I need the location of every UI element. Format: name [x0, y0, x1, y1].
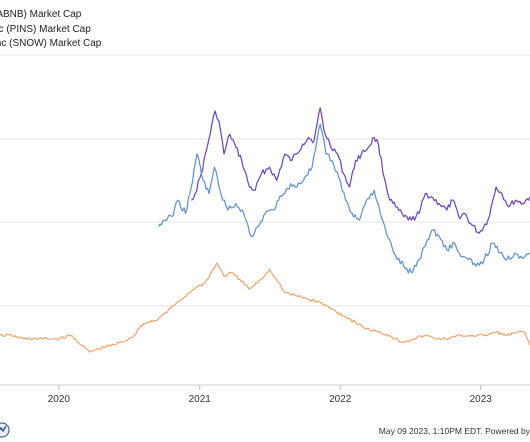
x-tick-label: 2021 [189, 394, 212, 405]
series-line-0 [191, 107, 530, 234]
series-line-1 [0, 262, 530, 353]
x-axis-ticks: 2020 2021 2022 2023 [48, 385, 493, 405]
legend-item-abnb[interactable]: (ABNB) Market Cap [0, 8, 101, 23]
ycharts-logo-icon [0, 422, 10, 438]
chart-legend: (ABNB) Market Cap nc (PINS) Market Cap I… [0, 8, 101, 52]
legend-label-snow: Inc (SNOW) Market Cap [0, 38, 102, 49]
x-tick-label: 2023 [470, 394, 493, 405]
x-tick-label: 2020 [48, 394, 71, 405]
x-tick-label: 2022 [329, 394, 352, 405]
chart-grid [0, 54, 530, 386]
legend-label-abnb: (ABNB) Market Cap [0, 9, 82, 20]
chart-footer: May 09 2023, 1:10PM EDT. Powered by [378, 426, 530, 436]
legend-label-pins: nc (PINS) Market Cap [0, 23, 91, 35]
chart-series [0, 107, 530, 353]
series-line-2 [158, 123, 530, 274]
legend-item-pins[interactable]: nc (PINS) Market Cap [0, 23, 101, 38]
legend-item-snow[interactable]: Inc (SNOW) Market Cap [0, 37, 101, 52]
